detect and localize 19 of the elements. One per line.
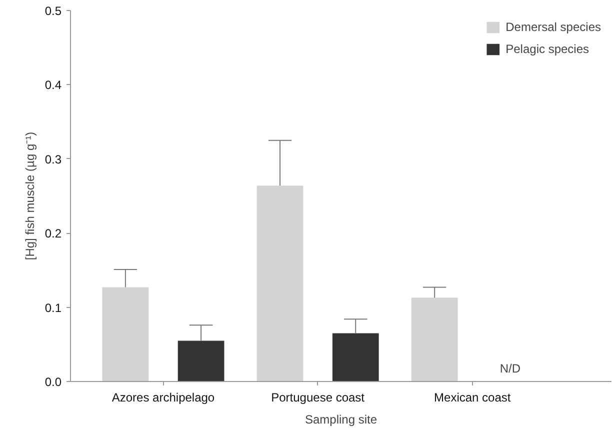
x-tick-label: Mexican coast xyxy=(434,390,512,404)
y-axis-title: [Hg] fish muscle (µg g⁻¹) xyxy=(22,132,37,260)
y-tick-label: 0.4 xyxy=(44,78,62,92)
bar xyxy=(332,333,379,382)
y-tick-label: 0.5 xyxy=(44,4,62,18)
x-axis-title: Sampling site xyxy=(304,412,378,426)
y-tick-label: 0.1 xyxy=(44,300,62,315)
bar xyxy=(256,186,304,382)
y-tick-label: 0.3 xyxy=(44,152,62,166)
legend-label: Demersal species xyxy=(506,20,601,34)
legend-label: Pelagic species xyxy=(506,42,590,56)
y-tick-label: 0.2 xyxy=(44,226,62,241)
x-tick-label: Portuguese coast xyxy=(271,390,366,404)
bar xyxy=(102,287,149,382)
annotation: N/D xyxy=(500,362,521,376)
bar xyxy=(178,340,224,382)
y-tick-label: 0.0 xyxy=(44,375,62,389)
bar xyxy=(411,298,458,382)
x-tick-label: Azores archipelago xyxy=(112,390,215,404)
